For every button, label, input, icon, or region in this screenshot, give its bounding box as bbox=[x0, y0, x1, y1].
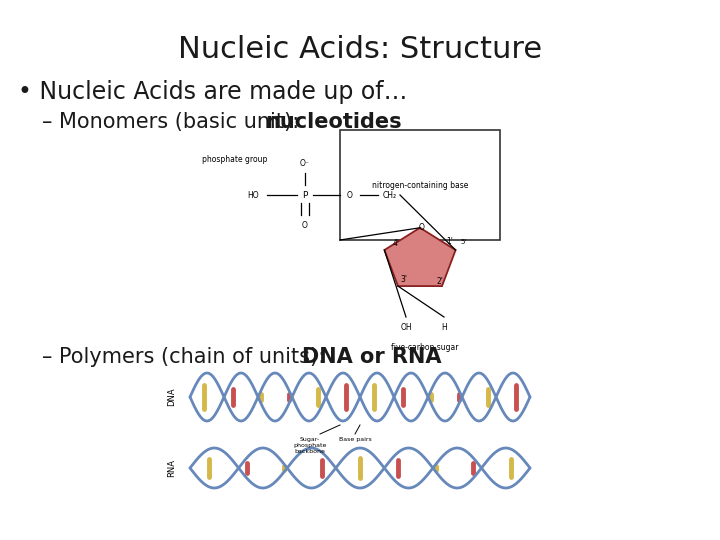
Text: 4': 4' bbox=[392, 240, 400, 248]
Text: 1': 1' bbox=[446, 238, 454, 246]
Text: H: H bbox=[441, 322, 447, 332]
Bar bbox=[340, 130, 500, 240]
Text: five-carbon sugar: five-carbon sugar bbox=[391, 343, 459, 353]
Polygon shape bbox=[384, 228, 456, 286]
Text: P: P bbox=[302, 191, 307, 199]
Text: Sugar-
phosphate
backbone: Sugar- phosphate backbone bbox=[293, 437, 327, 454]
Text: – Polymers (chain of units):: – Polymers (chain of units): bbox=[42, 347, 332, 367]
Text: – Monomers (basic unit):: – Monomers (basic unit): bbox=[42, 112, 306, 132]
Text: 3': 3' bbox=[400, 275, 408, 285]
Text: OH: OH bbox=[400, 322, 412, 332]
Text: 5': 5' bbox=[461, 239, 467, 245]
Text: O: O bbox=[302, 220, 308, 230]
Text: 2': 2' bbox=[436, 278, 444, 287]
Text: Base pairs: Base pairs bbox=[338, 437, 372, 442]
Text: Nucleic Acids: Structure: Nucleic Acids: Structure bbox=[178, 35, 542, 64]
Text: RNA: RNA bbox=[168, 459, 176, 477]
Text: DNA: DNA bbox=[168, 388, 176, 406]
Text: phosphate group: phosphate group bbox=[202, 156, 268, 165]
Text: DNA or RNA: DNA or RNA bbox=[302, 347, 441, 367]
Text: CH₂: CH₂ bbox=[383, 191, 397, 199]
Text: O: O bbox=[419, 224, 425, 233]
Text: O⁻: O⁻ bbox=[300, 159, 310, 167]
Text: nitrogen-containing base: nitrogen-containing base bbox=[372, 180, 468, 190]
Text: nucleotides: nucleotides bbox=[265, 112, 402, 132]
Text: HO: HO bbox=[247, 191, 258, 199]
Text: O: O bbox=[347, 191, 353, 199]
Text: • Nucleic Acids are made up of…: • Nucleic Acids are made up of… bbox=[18, 80, 408, 104]
